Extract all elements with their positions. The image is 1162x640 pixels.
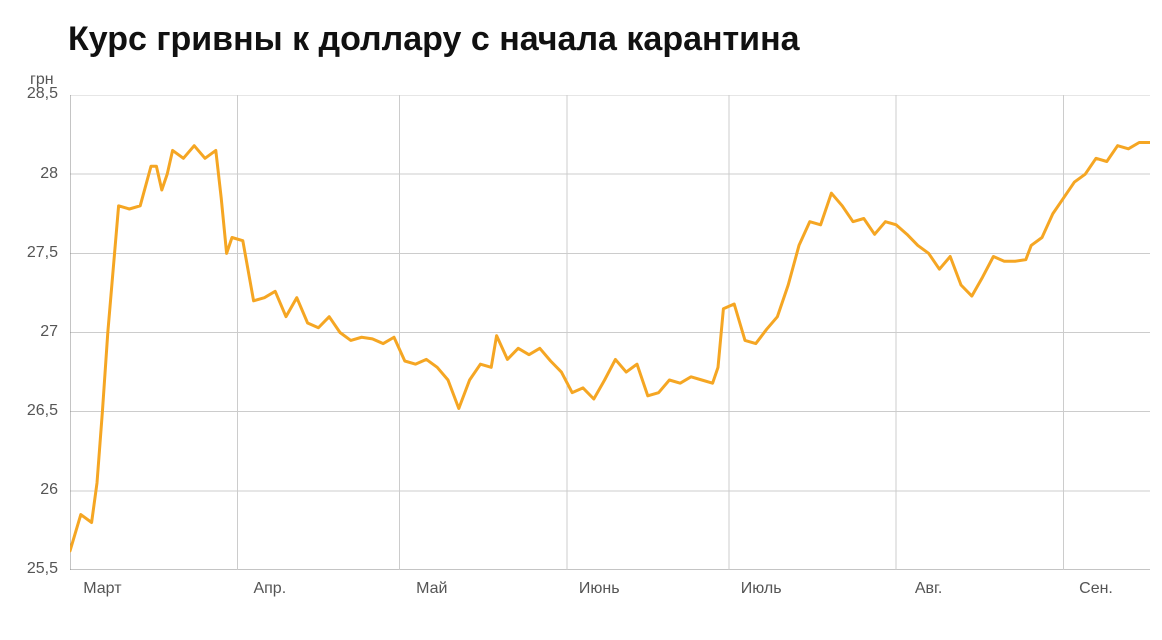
x-tick-label: Июль	[741, 580, 782, 598]
chart-title: Курс гривны к доллару с начала карантина	[68, 20, 800, 59]
y-tick-label: 25,5	[0, 560, 58, 578]
y-tick-label: 28,5	[0, 85, 58, 103]
y-tick-label: 27	[0, 323, 58, 341]
y-tick-label: 28	[0, 165, 58, 183]
x-tick-label: Июнь	[579, 580, 620, 598]
y-tick-label: 26	[0, 481, 58, 499]
x-tick-label: Апр.	[253, 580, 286, 598]
x-tick-label: Май	[416, 580, 447, 598]
x-tick-label: Сен.	[1079, 580, 1113, 598]
chart-plot-area	[70, 95, 1150, 570]
y-tick-label: 26,5	[0, 402, 58, 420]
x-tick-label: Авг.	[915, 580, 943, 598]
x-tick-label: Март	[83, 580, 121, 598]
chart-container: Курс гривны к доллару с начала карантина…	[0, 0, 1162, 640]
y-tick-label: 27,5	[0, 244, 58, 262]
